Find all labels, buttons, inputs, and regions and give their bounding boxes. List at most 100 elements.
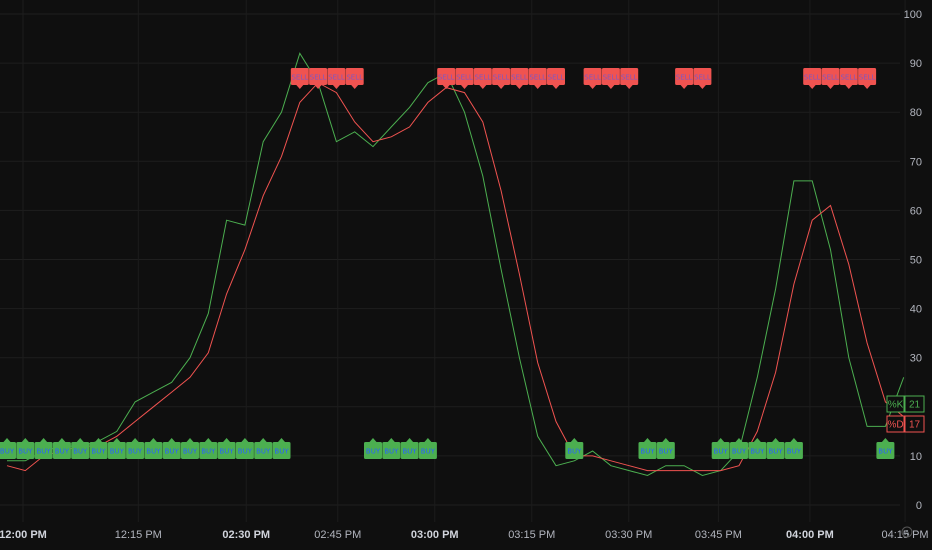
- sell-label: SELL: [529, 74, 546, 82]
- sell-signal: SELL: [290, 68, 309, 89]
- buy-marker: [181, 442, 199, 459]
- buy-marker: [16, 442, 35, 459]
- buy-marker: [418, 442, 437, 459]
- buy-marker-pointer: [40, 438, 48, 442]
- buy-signal: BUY: [638, 438, 657, 459]
- series-line-k: [7, 52, 905, 477]
- buy-marker-pointer: [735, 438, 743, 442]
- sell-signal: SELL: [583, 68, 602, 89]
- sell-label: SELL: [621, 74, 638, 82]
- sell-signal: SELL: [693, 68, 712, 89]
- buy-marker: [144, 442, 163, 459]
- buy-signal: BUY: [400, 438, 419, 459]
- buy-signal: BUY: [144, 438, 163, 459]
- buy-signal: BUY: [565, 438, 584, 459]
- sell-marker: [620, 68, 639, 85]
- buy-marker-pointer: [753, 438, 761, 442]
- sell-signal: SELL: [528, 68, 547, 89]
- buy-marker-pointer: [717, 438, 725, 442]
- sell-label: SELL: [804, 74, 821, 82]
- buy-label: BUY: [201, 448, 216, 456]
- buy-marker-pointer: [95, 438, 102, 442]
- buy-marker-pointer: [881, 438, 889, 442]
- sell-marker-pointer: [625, 85, 633, 89]
- buy-signal: BUY: [181, 438, 199, 459]
- buy-marker: [0, 442, 16, 459]
- buy-marker-pointer: [278, 438, 285, 442]
- sell-signal: SELL: [675, 68, 694, 89]
- sell-marker: [839, 68, 858, 85]
- sell-marker-pointer: [497, 85, 505, 89]
- grid: [0, 0, 906, 522]
- buy-marker: [748, 442, 767, 459]
- buy-marker-pointer: [772, 438, 780, 442]
- buy-marker: [126, 442, 145, 459]
- buy-label: BUY: [219, 448, 234, 456]
- buy-marker-pointer: [186, 438, 194, 442]
- x-tick-label: 04:15 PM: [882, 529, 929, 541]
- sell-label: SELL: [840, 74, 857, 82]
- sell-marker-pointer: [827, 85, 834, 89]
- buy-marker: [766, 442, 785, 459]
- buy-marker-pointer: [644, 438, 651, 442]
- sell-marker: [327, 68, 346, 85]
- sell-signal: SELL: [803, 68, 822, 89]
- legend-name: %D: [887, 420, 903, 431]
- sell-label: SELL: [822, 74, 839, 82]
- buy-marker: [364, 442, 382, 459]
- sell-signal: SELL: [839, 68, 858, 89]
- legend-name-box: [886, 395, 905, 413]
- sell-signal: SELL: [473, 68, 492, 89]
- buy-marker: [34, 442, 53, 459]
- buy-label: BUY: [567, 448, 582, 456]
- buy-label: BUY: [146, 448, 161, 456]
- buy-label: BUY: [256, 448, 271, 456]
- x-tick-label: 12:15 PM: [115, 529, 162, 541]
- sell-marker-pointer: [845, 85, 853, 89]
- sell-marker: [290, 68, 309, 85]
- buy-label: BUY: [183, 448, 198, 456]
- sell-marker: [510, 68, 529, 85]
- buy-signal: BUY: [52, 438, 71, 459]
- buy-label: BUY: [768, 448, 783, 456]
- sell-signal: SELL: [437, 68, 456, 89]
- buy-label: BUY: [366, 448, 381, 456]
- buy-signal: BUY: [71, 438, 90, 459]
- buy-marker-pointer: [3, 438, 11, 442]
- buy-marker: [89, 442, 108, 459]
- buy-signal: BUY: [784, 438, 803, 459]
- buy-marker-pointer: [662, 438, 670, 442]
- buy-marker: [272, 442, 291, 459]
- sell-label: SELL: [310, 74, 327, 82]
- buy-marker-pointer: [424, 438, 432, 442]
- x-tick-label: 02:45 PM: [314, 529, 361, 541]
- auto-scale-icon[interactable]: [901, 526, 913, 538]
- axis-corner[interactable]: A: [901, 526, 913, 538]
- x-axis: 12:00 PM 12:15 PM 02:30 PM 02:45 PM 03:00 PM…: [0, 529, 929, 541]
- buy-marker-pointer: [58, 438, 66, 442]
- buy-marker: [638, 442, 657, 459]
- buy-label: BUY: [787, 448, 802, 456]
- buy-marker-pointer: [223, 438, 231, 442]
- buy-marker-pointer: [259, 438, 267, 442]
- auto-scale-label[interactable]: A: [905, 530, 910, 537]
- buy-marker-pointer: [241, 438, 249, 442]
- sell-label: SELL: [859, 74, 876, 82]
- buy-marker-pointer: [387, 438, 395, 442]
- sell-marker: [345, 68, 364, 85]
- x-tick-label: 04:00 PM: [786, 529, 834, 541]
- buy-signal: BUY: [235, 438, 254, 459]
- buy-marker: [400, 442, 419, 459]
- legend-name: %K: [888, 400, 904, 411]
- sell-signal: SELL: [821, 68, 840, 89]
- legend-value: 17: [909, 420, 921, 431]
- sell-marker: [858, 68, 877, 85]
- sell-marker: [821, 68, 840, 85]
- x-tick-label: 12:00 PM: [0, 529, 47, 541]
- x-tick-label: 03:15 PM: [508, 529, 555, 541]
- sell-marker-pointer: [442, 85, 450, 89]
- legend: %K 21 %D 17: [886, 395, 925, 433]
- buy-signal: BUY: [876, 438, 895, 459]
- legend-value-box: [904, 395, 925, 413]
